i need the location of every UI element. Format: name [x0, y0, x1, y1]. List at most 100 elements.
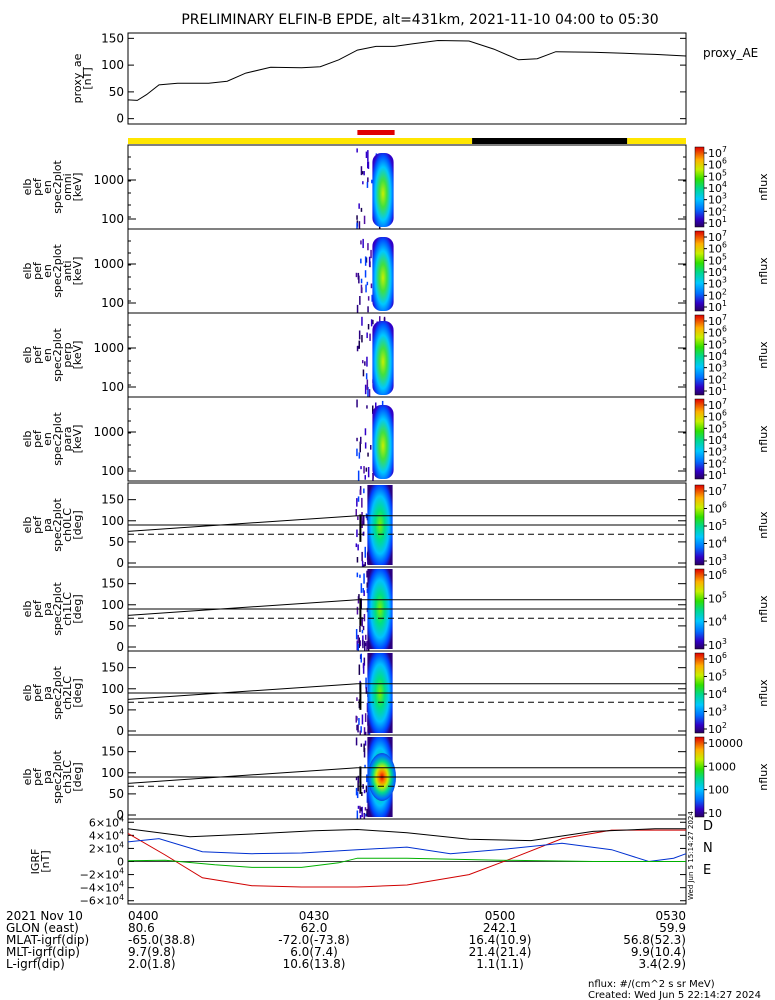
y-axis-label-line: [nT]: [39, 850, 52, 872]
spectrogram-speckle: [362, 639, 364, 649]
tick-label-exponent: 2: [722, 371, 727, 380]
y-axis-label-line: perp: [61, 342, 74, 367]
tick-label-exponent: 6: [722, 241, 727, 250]
spectrogram-speckle: [364, 361, 366, 366]
y-tick-label: 0: [116, 640, 124, 654]
spectrogram-speckle: [364, 807, 367, 811]
tick-label-base: 10: [708, 205, 722, 218]
tick-label-base: 10: [708, 434, 722, 447]
spectrogram-speckle: [363, 657, 366, 666]
y-tick-label: 150: [101, 577, 124, 591]
y-tick-label: 100: [101, 682, 124, 696]
spectrogram-speckle: [356, 498, 358, 507]
energy-spectrogram-panels: 1001000elbpefenspec2plotomni[keV]1071061…: [21, 144, 770, 482]
y-axis-label-line: en: [41, 348, 54, 362]
spectrogram-speckle: [364, 713, 367, 722]
tick-label-base: 10: [708, 385, 722, 398]
loss-cone-line: [127, 599, 358, 616]
spectrogram-speckle: [364, 428, 367, 436]
y-axis-label-line: pef: [31, 261, 44, 280]
y-tick-label: 2×104: [89, 840, 124, 855]
tick-label-base: 10: [708, 807, 722, 820]
tick-label-base: 10: [708, 278, 722, 291]
tick-label-base: 10: [708, 373, 722, 386]
y-tick-label: −4×104: [80, 880, 124, 895]
spectrogram-speckle: [357, 643, 359, 654]
colorbar-tick-label: 103: [708, 360, 727, 375]
spectrogram-speckle: [370, 319, 373, 327]
spectrogram-speckle: [357, 724, 359, 733]
colorbar-tick-label: 105: [708, 168, 727, 183]
y-axis-label-line: [nT]: [81, 67, 94, 89]
tick-label-exponent: 2: [722, 203, 727, 212]
spectrogram-speckle: [358, 340, 360, 349]
colorbar-tick-label: 106: [708, 501, 727, 516]
spectrogram-speckle: [356, 640, 358, 651]
y-tick-label: 100: [101, 464, 124, 478]
spectrogram-speckle: [358, 637, 360, 648]
tick-label-exponent: 4: [119, 867, 124, 876]
orbit-row-value: -72.0(-73.8): [278, 933, 349, 947]
y-axis-label-line: spec2plot: [51, 498, 64, 552]
tick-label-base: 10: [708, 327, 722, 340]
orbit-row-label: MLAT-igrf(dip): [6, 933, 89, 947]
colorbar: [694, 230, 705, 312]
colorbar-label: nflux: [757, 425, 770, 453]
colorbar-tick-label: 103: [708, 553, 727, 568]
spectrogram-speckle: [366, 181, 369, 188]
colorbar-tick-label: 103: [708, 276, 727, 291]
spectrogram-speckle: [360, 166, 363, 176]
spectrogram-speckle: [355, 629, 358, 640]
tick-label-exponent: 2: [722, 455, 727, 464]
tick-label-base: 10000: [708, 737, 743, 750]
pitch-panel: 050100150elbpefpaspec2plotch2LC[deg]1061…: [21, 650, 770, 740]
y-tick-label: 0: [116, 556, 124, 570]
tick-label-exponent: 4: [119, 827, 124, 836]
spectrogram-speckle: [365, 634, 367, 640]
y-axis-label-line: ch0LC: [61, 508, 74, 542]
y-axis-label-line: ch1LC: [61, 592, 74, 626]
loss-cone-line: [127, 515, 358, 532]
tick-label-base: 10: [708, 592, 722, 605]
spectrogram-speckle: [359, 489, 362, 495]
colorbar-tick-label: 106: [708, 241, 727, 256]
y-axis-label-line: ch2LC: [61, 676, 74, 710]
tick-label-exponent: 6: [722, 157, 727, 166]
tick-label-exponent: 5: [722, 420, 727, 429]
spectrogram-speckle: [356, 304, 359, 314]
y-tick-label: 0: [116, 808, 124, 822]
loss-cone-line: [127, 683, 358, 700]
tick-label-exponent: 6: [722, 501, 727, 510]
spectrogram-speckle: [359, 441, 361, 453]
igrf-legend-label: D: [703, 819, 713, 834]
orbit-row-value: 21.4(21.4): [469, 945, 532, 959]
spectrogram-speckle: [366, 405, 368, 409]
spectrogram-speckle: [372, 319, 374, 325]
tick-label-exponent: 1: [722, 467, 727, 476]
tick-label-base: 1000: [708, 760, 736, 773]
tick-label-base: −6×10: [80, 895, 119, 908]
spectrogram-speckle: [355, 787, 358, 796]
spectrogram-speckle: [363, 573, 365, 584]
spectrogram-speckle: [361, 497, 363, 508]
y-axis-label-line: en: [41, 180, 54, 194]
spectrogram-speckle: [360, 207, 363, 212]
tick-label-exponent: 5: [722, 669, 727, 678]
spectrogram-speckle: [365, 467, 368, 472]
spectrogram-speckle: [367, 296, 370, 301]
y-tick-label: 100: [101, 766, 124, 780]
spectrogram-speckle: [366, 588, 369, 594]
spectrogram-speckle: [363, 614, 366, 622]
spectrogram-speckle: [358, 203, 360, 209]
ae-legend-label: proxy_AE: [703, 46, 758, 60]
colorbar-tick-label: 104: [708, 432, 727, 447]
tick-label-base: 10: [708, 555, 722, 568]
colorbar-tick-label: 106: [708, 567, 727, 582]
y-axis-label-line: elb: [21, 263, 34, 280]
igrf-series-line: [127, 829, 686, 888]
